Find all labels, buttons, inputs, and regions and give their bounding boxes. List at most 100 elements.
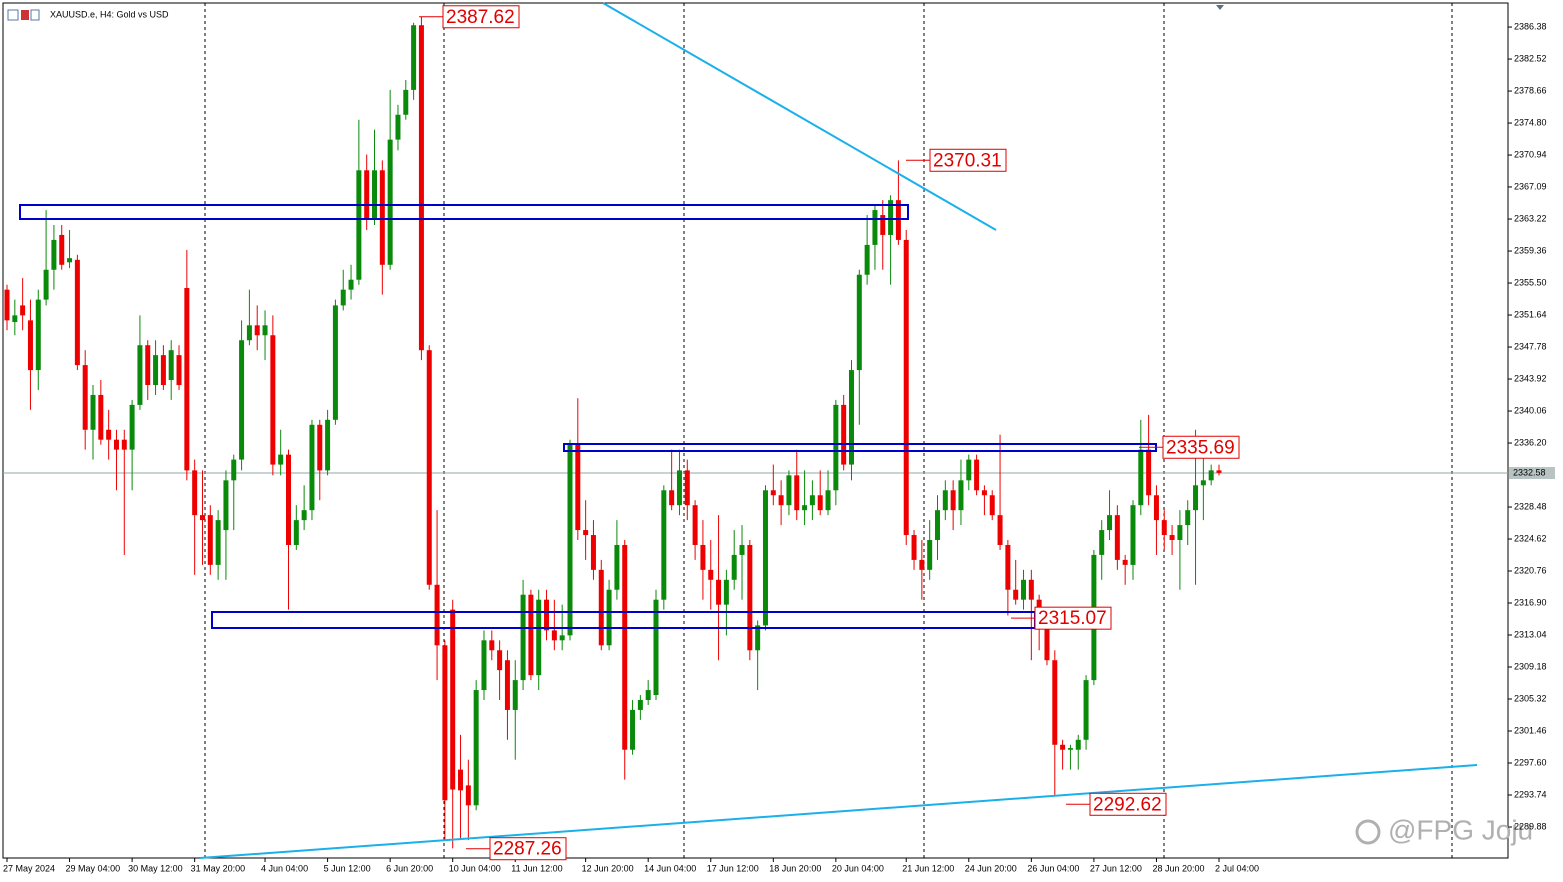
candle-body <box>340 289 346 306</box>
y-tick-label: 2382.52 <box>1514 53 1547 63</box>
candle-body <box>1193 485 1199 511</box>
candle-body <box>997 515 1003 545</box>
candle-body <box>544 599 550 631</box>
y-tick-label: 2347.78 <box>1514 341 1547 351</box>
y-tick-label: 2305.32 <box>1514 693 1547 703</box>
candle-body <box>426 350 432 585</box>
candle-body <box>676 470 682 506</box>
y-tick-label: 2316.90 <box>1514 597 1547 607</box>
candle-body <box>450 609 456 790</box>
current-price-box <box>1509 467 1555 480</box>
candle-body <box>786 475 792 506</box>
candle-body <box>739 544 745 555</box>
y-tick-label: 2301.46 <box>1514 725 1547 735</box>
candle-body <box>1146 449 1152 496</box>
candle-body <box>817 495 823 511</box>
candle-body <box>262 325 268 336</box>
candle-body <box>309 424 315 511</box>
candle-body <box>1052 660 1058 745</box>
y-tick-label: 2340.06 <box>1514 405 1547 415</box>
candle-body <box>129 404 135 450</box>
y-tick-label: 2313.04 <box>1514 629 1547 639</box>
candle-body <box>653 599 659 696</box>
price-label: 2287.26 <box>493 839 562 860</box>
candle-body <box>966 459 972 481</box>
price-label-box <box>1162 435 1240 459</box>
candle-body <box>583 530 589 536</box>
candle-body <box>520 594 526 681</box>
candle-body <box>285 454 291 545</box>
y-tick-label: 2309.18 <box>1514 661 1547 671</box>
candle-body <box>1153 495 1159 521</box>
candle-body <box>270 335 276 465</box>
price-label: 2315.07 <box>1038 608 1107 629</box>
candle-body <box>974 459 980 491</box>
candle-body <box>168 350 174 381</box>
candle-body <box>716 579 722 605</box>
candle-body <box>59 234 65 265</box>
y-tick-label: 2328.48 <box>1514 501 1547 511</box>
x-tick-label: 18 Jun 20:00 <box>769 863 821 873</box>
candle-body <box>692 505 698 545</box>
candle-body <box>27 320 33 371</box>
candle-body <box>637 700 643 710</box>
candle-body <box>207 515 213 565</box>
x-tick-label: 21 Jun 12:00 <box>902 863 954 873</box>
price-label-box <box>1089 792 1167 816</box>
candle-body <box>348 279 354 290</box>
x-tick-label: 31 May 20:00 <box>191 863 246 873</box>
candle-body <box>1130 505 1136 565</box>
watermark-logo <box>1355 819 1381 845</box>
candle-body <box>825 490 831 511</box>
candle-body <box>82 365 88 430</box>
candle-body <box>215 520 221 565</box>
candle-body <box>1099 530 1105 555</box>
candle-body <box>661 490 667 600</box>
candle-body <box>1169 535 1175 541</box>
candle-body <box>458 769 464 791</box>
price-label: 2292.62 <box>1093 794 1162 815</box>
candle-body <box>927 540 933 570</box>
candle-body <box>864 244 870 275</box>
candle-body <box>1083 680 1089 740</box>
candles <box>3 16 1508 849</box>
candle-body <box>880 215 886 235</box>
candle-body <box>465 785 471 806</box>
candle-body <box>1013 589 1019 600</box>
candle-body <box>90 394 96 430</box>
candle-body <box>669 490 675 506</box>
candle-body <box>223 480 229 531</box>
x-tick-label: 2 Jul 04:00 <box>1215 863 1259 873</box>
y-tick-label: 2293.74 <box>1514 789 1547 799</box>
candle-body <box>254 325 260 336</box>
candle-body <box>1185 510 1191 526</box>
candle-body <box>497 650 503 671</box>
candle-body <box>833 404 839 491</box>
candle-body <box>559 635 565 641</box>
y-tick-label: 2324.62 <box>1514 533 1547 543</box>
candle-body <box>67 258 73 263</box>
candle-body <box>512 680 518 710</box>
y-tick-label: 2363.22 <box>1514 213 1547 223</box>
candle-body <box>113 439 119 450</box>
candle-body <box>239 340 245 460</box>
candle-body <box>489 640 495 651</box>
candle-body <box>1005 544 1011 590</box>
y-tick-label: 2370.94 <box>1514 149 1547 159</box>
y-tick-label: 2343.92 <box>1514 373 1547 383</box>
candle-body <box>51 239 57 270</box>
candle-body <box>942 490 948 511</box>
candle-body <box>794 475 800 511</box>
candle-body <box>473 690 479 806</box>
candle-body <box>598 569 604 646</box>
candle-body <box>317 424 323 471</box>
candle-body <box>950 490 956 511</box>
candle-body <box>872 210 878 245</box>
candle-body <box>74 259 80 366</box>
y-tick-label: 2297.60 <box>1514 757 1547 767</box>
current-price-label: 2332.58 <box>1513 467 1546 477</box>
x-tick-label: 10 Jun 04:00 <box>449 863 501 873</box>
x-tick-label: 14 Jun 04:00 <box>644 863 696 873</box>
period-separators <box>204 3 1453 858</box>
